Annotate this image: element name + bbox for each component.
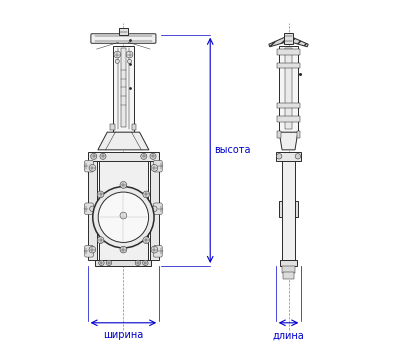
Bar [150, 158, 159, 260]
Bar [295, 201, 298, 217]
Bar [282, 266, 295, 273]
Circle shape [115, 59, 119, 63]
Circle shape [143, 191, 150, 198]
Circle shape [141, 153, 147, 160]
FancyBboxPatch shape [153, 203, 162, 215]
Circle shape [143, 237, 150, 244]
Bar [95, 260, 152, 266]
Bar [119, 28, 128, 35]
Circle shape [295, 154, 301, 159]
Bar [121, 48, 126, 127]
Circle shape [152, 206, 157, 211]
Circle shape [91, 153, 97, 160]
Circle shape [98, 192, 148, 243]
Polygon shape [98, 132, 149, 150]
Circle shape [89, 164, 96, 171]
Bar [276, 152, 301, 161]
FancyBboxPatch shape [84, 246, 94, 257]
Text: ширина: ширина [103, 330, 144, 340]
Circle shape [100, 153, 106, 160]
Circle shape [114, 51, 121, 58]
Bar [279, 46, 298, 132]
Bar [110, 124, 115, 130]
FancyBboxPatch shape [153, 161, 162, 172]
Circle shape [151, 246, 158, 253]
Circle shape [97, 237, 104, 244]
Bar [283, 272, 294, 279]
Circle shape [99, 260, 104, 266]
Circle shape [120, 212, 127, 219]
Bar [296, 131, 300, 138]
Polygon shape [269, 36, 290, 47]
Circle shape [89, 246, 96, 253]
Bar [132, 124, 136, 130]
Bar [284, 34, 293, 44]
Circle shape [276, 154, 282, 159]
Circle shape [151, 164, 158, 171]
Bar [277, 49, 300, 55]
FancyBboxPatch shape [84, 203, 94, 215]
Circle shape [135, 260, 140, 266]
FancyBboxPatch shape [91, 34, 156, 43]
Circle shape [97, 191, 104, 198]
Bar [277, 63, 300, 68]
Bar [279, 201, 282, 217]
Circle shape [106, 260, 112, 266]
Bar [280, 260, 297, 266]
Circle shape [90, 206, 95, 211]
Bar [113, 46, 134, 132]
Circle shape [120, 182, 127, 188]
Circle shape [143, 260, 148, 266]
Bar [285, 48, 292, 129]
Bar [277, 103, 300, 108]
Bar [282, 158, 295, 260]
Text: высота: высота [214, 145, 251, 155]
Bar [99, 158, 148, 260]
Bar [277, 117, 300, 122]
Circle shape [128, 59, 132, 63]
Bar [88, 158, 97, 260]
Bar [277, 131, 280, 138]
Circle shape [150, 153, 156, 160]
Polygon shape [288, 36, 308, 47]
Text: длина: длина [273, 330, 304, 340]
Bar [88, 152, 159, 161]
Circle shape [126, 51, 133, 58]
FancyBboxPatch shape [153, 246, 162, 257]
Circle shape [93, 186, 154, 248]
FancyBboxPatch shape [84, 161, 94, 172]
Circle shape [120, 246, 127, 253]
Polygon shape [279, 132, 298, 150]
